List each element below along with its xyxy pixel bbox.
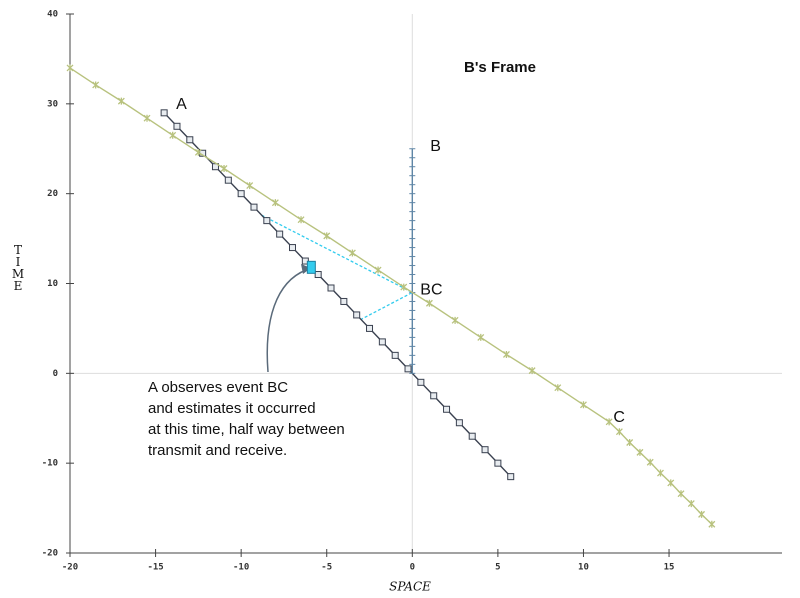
annotation-arrow	[266, 269, 307, 373]
marker	[224, 176, 232, 184]
x-axis-label: SPACE	[389, 580, 431, 594]
marker	[698, 510, 706, 518]
marker	[430, 392, 438, 400]
marker	[657, 469, 664, 477]
marker	[327, 284, 335, 292]
x-tick-label: -15	[147, 563, 163, 573]
marker	[687, 500, 695, 508]
marker	[667, 479, 675, 487]
y-tick-label: -20	[42, 549, 58, 559]
marker	[366, 324, 374, 332]
marker	[250, 203, 258, 211]
marker	[425, 299, 433, 307]
marker	[314, 271, 322, 279]
arrow-head	[301, 264, 311, 274]
light-signal	[261, 214, 414, 321]
marker	[636, 448, 644, 456]
marker	[143, 114, 151, 122]
marker	[468, 432, 476, 440]
marker	[477, 333, 485, 341]
marker	[580, 401, 587, 409]
annotation: A observes event BC	[148, 379, 288, 396]
marker	[271, 199, 279, 207]
marker	[276, 230, 284, 238]
annotation: transmit and receive.	[148, 442, 287, 459]
y-tick-label: -10	[42, 459, 58, 469]
marker	[481, 446, 489, 454]
marker	[494, 459, 502, 467]
marker	[554, 384, 562, 392]
marker	[340, 297, 348, 305]
annotation: and estimates it occurred	[148, 400, 316, 417]
marker	[455, 419, 463, 427]
marker	[92, 81, 100, 89]
y-tick-label: 20	[47, 189, 58, 199]
marker	[374, 266, 382, 274]
marker	[708, 520, 716, 528]
marker	[378, 338, 386, 346]
y-axis-label-char: I	[16, 255, 21, 269]
marker	[263, 217, 271, 225]
marker	[605, 418, 613, 426]
y-tick-label: 30	[47, 99, 58, 109]
marker	[400, 283, 408, 291]
marker	[323, 232, 331, 240]
marker	[404, 365, 412, 373]
marker	[66, 64, 74, 72]
marker	[160, 109, 168, 117]
marker	[507, 473, 515, 481]
marker	[220, 165, 228, 173]
series-label: C	[613, 409, 625, 426]
marker	[451, 316, 459, 324]
marker	[353, 311, 361, 319]
chart-title: B's Frame	[464, 59, 536, 76]
series-label: A	[176, 96, 187, 113]
marker	[443, 405, 451, 413]
marker	[615, 428, 623, 436]
x-tick-label: 5	[495, 563, 500, 573]
y-axis-label-char: E	[14, 279, 23, 293]
marker	[169, 131, 177, 139]
marker	[117, 97, 125, 105]
estimate-marker	[306, 260, 316, 274]
marker	[173, 122, 181, 130]
y-tick-label: 0	[53, 369, 58, 379]
marker	[348, 249, 356, 257]
x-tick-label: 0	[410, 563, 415, 573]
series-line	[163, 112, 512, 478]
marker	[186, 136, 194, 144]
y-tick-label: 40	[47, 10, 58, 20]
marker	[194, 148, 202, 156]
y-axis-label-char: T	[14, 243, 22, 257]
series-label: B	[430, 138, 441, 155]
marker	[502, 350, 510, 358]
x-tick-label: -20	[62, 563, 78, 573]
marker	[626, 439, 634, 447]
marker	[297, 216, 305, 224]
marker	[289, 244, 296, 252]
marker	[417, 378, 425, 386]
x-tick-label: -5	[321, 563, 332, 573]
x-tick-label: -10	[233, 563, 249, 573]
x-tick-label: 15	[664, 563, 675, 573]
marker	[677, 490, 685, 498]
y-axis-label-char: M	[12, 267, 24, 281]
annotation: at this time, half way between	[148, 421, 345, 438]
event-label: BC	[420, 282, 442, 299]
marker	[246, 182, 254, 190]
marker	[237, 190, 245, 198]
marker	[646, 458, 654, 466]
marker	[528, 367, 536, 375]
x-tick-label: 10	[578, 563, 589, 573]
y-tick-label: 10	[47, 279, 58, 289]
marker	[391, 351, 399, 359]
